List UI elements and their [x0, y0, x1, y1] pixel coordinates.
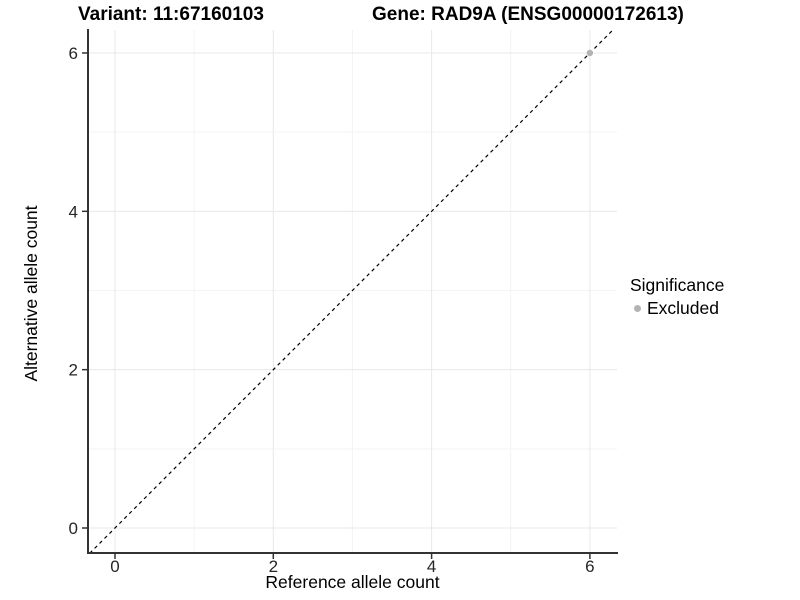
x-tick-label: 0 — [110, 557, 119, 576]
x-axis-title: Reference allele count — [265, 572, 440, 592]
x-tick-label: 4 — [427, 557, 436, 576]
legend-entry-label: Excluded — [647, 298, 719, 318]
y-tick-label: 0 — [69, 519, 78, 538]
plot-title-variant: Variant: 11:67160103 — [78, 4, 264, 25]
excluded-point-icon — [634, 305, 641, 312]
y-axis-title: Alternative allele count — [21, 205, 41, 382]
y-tick-label: 4 — [69, 202, 78, 221]
legend-title: Significance — [630, 275, 725, 295]
data-point-excluded — [586, 49, 594, 57]
plot-title-gene: Gene: RAD9A (ENSG00000172613) — [372, 4, 684, 25]
x-tick-label: 6 — [585, 557, 594, 576]
legend: Significance Excluded — [630, 275, 724, 319]
y-tick-label: 2 — [69, 361, 78, 380]
legend-entry-excluded: Excluded — [630, 298, 724, 319]
identity-line — [89, 28, 615, 554]
x-tick-label: 2 — [269, 557, 278, 576]
y-tick-label: 6 — [69, 44, 78, 63]
